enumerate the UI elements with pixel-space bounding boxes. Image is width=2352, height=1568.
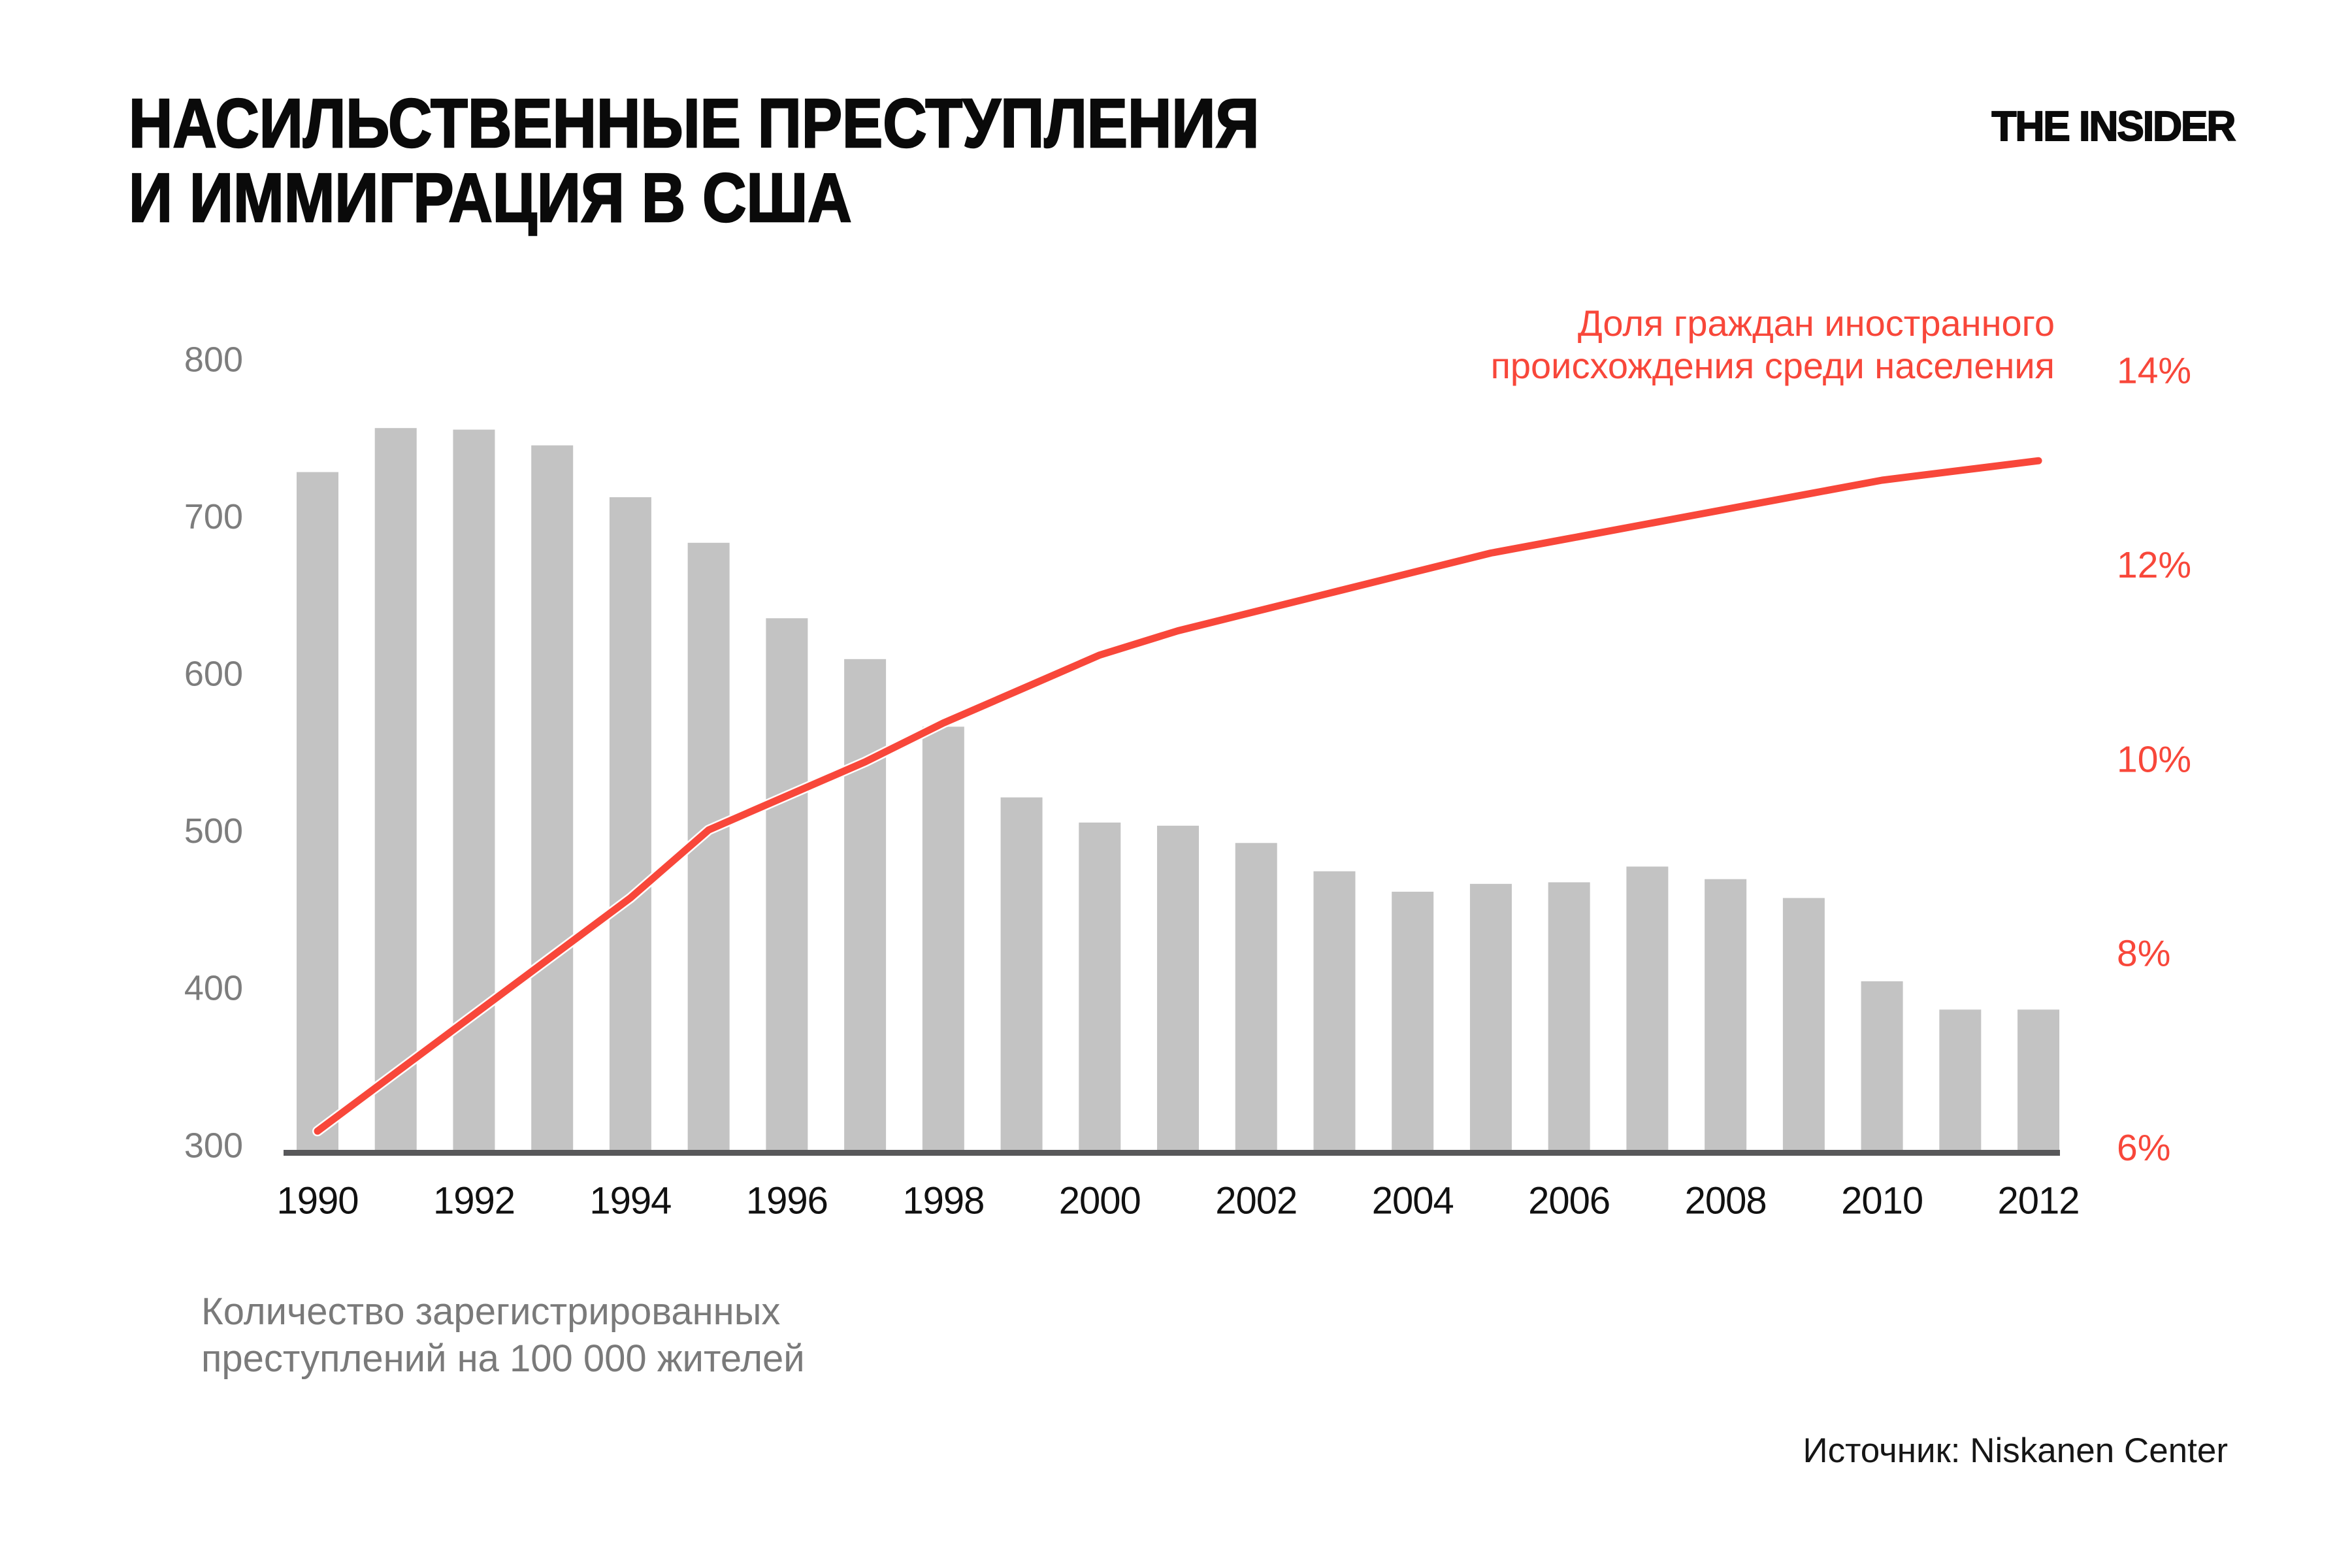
x-axis-tick-1990: 1990	[276, 1179, 358, 1222]
x-axis-tick-1996: 1996	[746, 1179, 828, 1222]
bar-2004	[1392, 891, 1434, 1154]
bar-2003	[1313, 871, 1356, 1154]
bar-2012	[2017, 1009, 2060, 1154]
left-axis-tick-700: 700	[184, 497, 243, 536]
x-axis-tick-2000: 2000	[1059, 1179, 1141, 1222]
x-axis-tick-2004: 2004	[1372, 1179, 1454, 1222]
x-axis-tick-2006: 2006	[1528, 1179, 1610, 1222]
right-axis-tick-10: 10%	[2117, 738, 2191, 780]
right-axis-tick-6: 6%	[2117, 1127, 2170, 1169]
left-axis-tick-300: 300	[184, 1126, 243, 1165]
caption-line-2: преступлений на 100 000 жителей	[201, 1337, 805, 1380]
line-series-label-2: происхождения среди населения	[1490, 345, 2055, 386]
bar-1999	[1000, 797, 1043, 1154]
bar-1993	[531, 445, 574, 1154]
bar-2008	[1705, 879, 1747, 1154]
the-insider-logo: THE INSIDER	[1991, 102, 2236, 150]
right-axis-tick-12: 12%	[2117, 544, 2191, 586]
bar-2007	[1626, 866, 1669, 1154]
line-series-label: Доля граждан иностранного происхождения …	[1491, 302, 2055, 387]
bar-2000	[1079, 823, 1121, 1154]
left-axis-tick-500: 500	[184, 811, 243, 851]
bar-2001	[1157, 825, 1200, 1154]
bar-1992	[453, 429, 495, 1154]
line-series-label-1: Доля граждан иностранного	[1577, 302, 2055, 344]
bar-1991	[374, 428, 417, 1154]
bar-1990	[297, 472, 338, 1154]
caption-line-1: Количество зарегистрированных	[201, 1290, 781, 1333]
right-axis-tick-14: 14%	[2117, 350, 2191, 391]
title-line-2: И ИММИГРАЦИЯ В США	[128, 159, 853, 237]
bar-1994	[609, 497, 651, 1154]
bar-2010	[1861, 981, 1903, 1154]
bar-2006	[1548, 882, 1590, 1154]
bar-1996	[766, 618, 808, 1154]
x-axis-tick-2010: 2010	[1841, 1179, 1923, 1222]
page-title: НАСИЛЬСТВЕННЫЕ ПРЕСТУПЛЕНИЯ И ИММИГРАЦИЯ…	[128, 85, 1260, 237]
bar-2011	[1939, 1009, 1982, 1154]
x-axis-tick-1992: 1992	[433, 1179, 515, 1222]
right-axis-tick-8: 8%	[2117, 933, 2170, 975]
x-axis-tick-1998: 1998	[902, 1179, 984, 1222]
bar-2009	[1782, 898, 1825, 1154]
x-axis-tick-1994: 1994	[589, 1179, 671, 1222]
x-axis-tick-2012: 2012	[1998, 1179, 2080, 1222]
left-axis-tick-400: 400	[184, 969, 243, 1008]
bar-1998	[922, 727, 964, 1154]
left-axis-tick-800: 800	[184, 340, 243, 379]
x-axis-tick-2008: 2008	[1685, 1179, 1767, 1222]
x-axis-tick-2002: 2002	[1215, 1179, 1297, 1222]
left-axis-tick-600: 600	[184, 655, 243, 694]
source-note: Источник: Niskanen Center	[1803, 1431, 2228, 1470]
bar-1997	[844, 659, 887, 1154]
bar-2005	[1469, 883, 1512, 1154]
x-axis-line	[284, 1150, 2060, 1156]
title-line-1: НАСИЛЬСТВЕННЫЕ ПРЕСТУПЛЕНИЯ	[128, 85, 1260, 162]
immigration-line	[314, 457, 2042, 1135]
bar-series-caption: Количество зарегистрированных преступлен…	[201, 1288, 805, 1382]
bar-2002	[1235, 843, 1277, 1154]
